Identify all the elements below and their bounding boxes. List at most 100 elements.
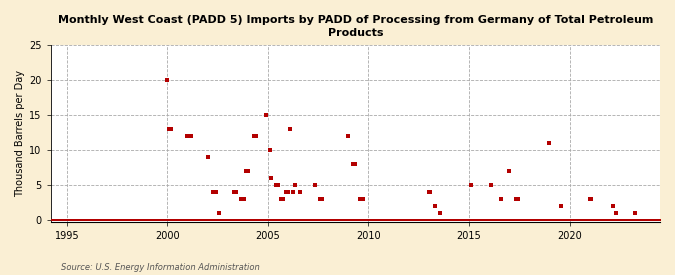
- Point: [236, 218, 246, 222]
- Point: [118, 218, 129, 222]
- Point: [579, 218, 590, 222]
- Point: [344, 218, 355, 222]
- Point: [545, 218, 556, 222]
- Point: [430, 204, 441, 208]
- Point: [254, 218, 265, 222]
- Point: [412, 218, 423, 222]
- Point: [403, 218, 414, 222]
- Point: [594, 218, 605, 222]
- Point: [120, 218, 131, 222]
- Point: [309, 218, 320, 222]
- Point: [445, 218, 456, 222]
- Point: [296, 218, 307, 222]
- Point: [88, 218, 99, 222]
- Point: [614, 218, 625, 222]
- Point: [336, 218, 347, 222]
- Point: [423, 189, 434, 194]
- Point: [290, 218, 300, 222]
- Point: [318, 218, 329, 222]
- Point: [388, 218, 399, 222]
- Point: [264, 147, 275, 152]
- Point: [542, 218, 553, 222]
- Point: [620, 218, 630, 222]
- Point: [145, 218, 156, 222]
- Point: [294, 189, 305, 194]
- Point: [325, 218, 335, 222]
- Point: [639, 218, 650, 222]
- Point: [113, 218, 124, 222]
- Point: [160, 218, 171, 222]
- Point: [649, 218, 660, 222]
- Point: [626, 218, 637, 222]
- Point: [406, 218, 417, 222]
- Point: [558, 218, 568, 222]
- Point: [194, 218, 205, 222]
- Point: [645, 218, 655, 222]
- Point: [197, 218, 208, 222]
- Point: [173, 218, 184, 222]
- Point: [151, 218, 161, 222]
- Point: [115, 218, 126, 222]
- Point: [517, 218, 528, 222]
- Point: [117, 218, 128, 222]
- Point: [375, 218, 385, 222]
- Point: [215, 218, 226, 222]
- Point: [207, 189, 218, 194]
- Point: [97, 218, 107, 222]
- Point: [340, 218, 350, 222]
- Point: [492, 218, 503, 222]
- Point: [500, 218, 511, 222]
- Point: [294, 218, 305, 222]
- Point: [490, 218, 501, 222]
- Point: [134, 218, 144, 222]
- Point: [229, 189, 240, 194]
- Point: [70, 218, 80, 222]
- Point: [163, 218, 174, 222]
- Point: [279, 218, 290, 222]
- Point: [342, 218, 352, 222]
- Point: [433, 218, 444, 222]
- Point: [177, 218, 188, 222]
- Point: [591, 218, 601, 222]
- Point: [510, 196, 521, 201]
- Point: [172, 218, 183, 222]
- Point: [186, 133, 196, 138]
- Point: [539, 218, 549, 222]
- Point: [192, 218, 203, 222]
- Point: [363, 218, 374, 222]
- Point: [138, 218, 149, 222]
- Point: [536, 218, 547, 222]
- Point: [655, 218, 666, 222]
- Point: [288, 189, 298, 194]
- Point: [377, 218, 387, 222]
- Point: [281, 189, 292, 194]
- Point: [214, 218, 225, 222]
- Point: [283, 218, 294, 222]
- Point: [630, 218, 641, 222]
- Point: [211, 189, 221, 194]
- Point: [306, 218, 317, 222]
- Point: [441, 218, 452, 222]
- Point: [516, 218, 526, 222]
- Point: [234, 218, 245, 222]
- Point: [232, 218, 243, 222]
- Point: [468, 218, 479, 222]
- Point: [493, 218, 504, 222]
- Point: [238, 196, 248, 201]
- Point: [236, 196, 246, 201]
- Text: Source: U.S. Energy Information Administration: Source: U.S. Energy Information Administ…: [61, 263, 259, 272]
- Point: [485, 182, 496, 187]
- Point: [529, 218, 540, 222]
- Point: [549, 218, 560, 222]
- Point: [608, 218, 618, 222]
- Point: [574, 218, 585, 222]
- Point: [489, 218, 500, 222]
- Point: [559, 218, 570, 222]
- Point: [499, 218, 510, 222]
- Point: [184, 218, 194, 222]
- Point: [276, 218, 287, 222]
- Point: [495, 218, 506, 222]
- Point: [124, 218, 134, 222]
- Point: [354, 196, 365, 201]
- Point: [298, 218, 308, 222]
